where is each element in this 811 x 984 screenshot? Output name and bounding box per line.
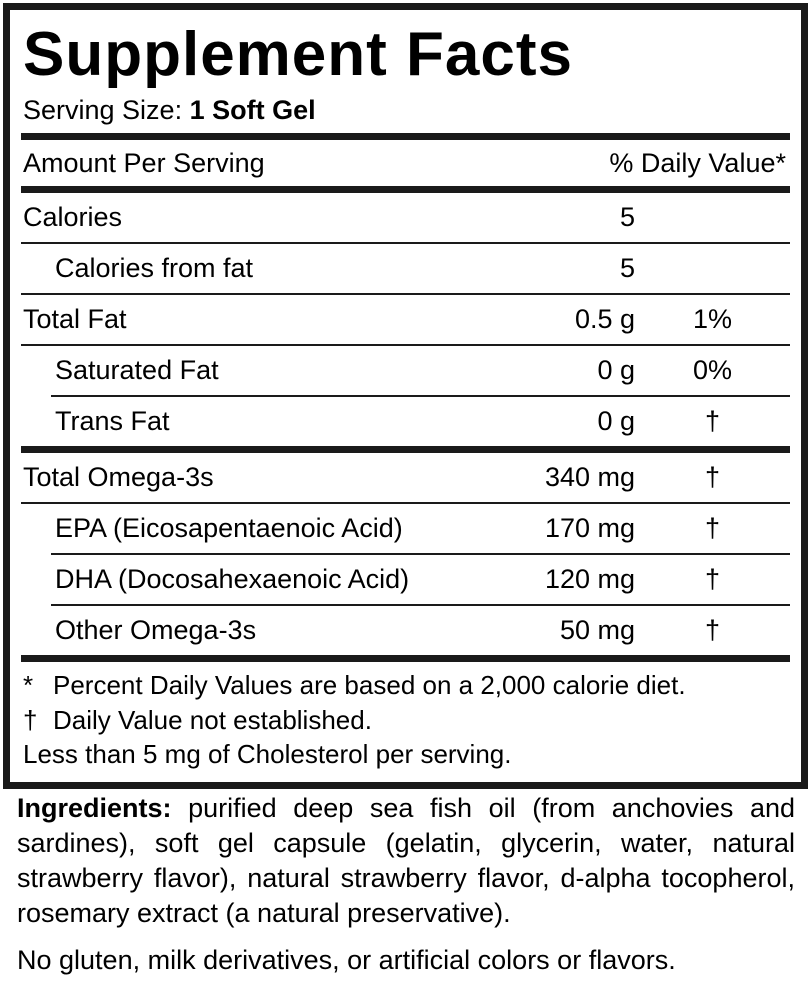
row-name: Saturated Fat	[55, 354, 219, 385]
row-name: DHA (Docosahexaenoic Acid)	[55, 563, 410, 594]
dagger-mark: †	[23, 704, 38, 735]
allergen-statement: No gluten, milk derivatives, or artifici…	[17, 945, 676, 976]
row-amount: 0 g	[597, 354, 635, 385]
table-row-epa: EPA (Eicosapentaenoic Acid) 170 mg †	[21, 504, 790, 553]
table-row-total-omega-3s: Total Omega-3s 340 mg †	[21, 453, 790, 502]
table-row-trans-fat: Trans Fat 0 g †	[21, 397, 790, 446]
row-name: Total Fat	[23, 303, 127, 334]
table-row-calories: Calories 5	[21, 193, 790, 242]
rule-under-serving-size	[21, 132, 790, 140]
row-daily-value: †	[704, 512, 721, 543]
rule-row-divider-indented	[51, 603, 790, 606]
row-name: Calories	[23, 201, 123, 232]
rule-under-headers	[21, 185, 790, 193]
row-daily-value: †	[704, 563, 721, 594]
table-row-dha: DHA (Docosahexaenoic Acid) 120 mg †	[21, 555, 790, 604]
rule-row-divider	[21, 241, 790, 244]
rule-row-divider-indented	[51, 552, 790, 555]
row-amount: 0 g	[597, 405, 635, 436]
footnote-daily-value-not-established: † Daily Value not established.	[23, 703, 790, 738]
amount-per-serving-header: Amount Per Serving	[23, 147, 265, 178]
rule-row-divider	[21, 343, 790, 346]
row-name: Total Omega-3s	[23, 461, 214, 492]
table-row-saturated-fat: Saturated Fat 0 g 0%	[21, 346, 790, 395]
row-name: EPA (Eicosapentaenoic Acid)	[55, 512, 403, 543]
row-amount: 5	[619, 201, 635, 232]
footnote-text: Percent Daily Values are based on a 2,00…	[53, 669, 686, 700]
ingredients-label: Ingredients:	[17, 793, 172, 823]
footnote-cholesterol: Less than 5 mg of Cholesterol per servin…	[23, 739, 512, 770]
row-amount: 340 mg	[544, 461, 635, 492]
ingredients-section: Ingredients: purified deep sea fish oil …	[17, 791, 795, 978]
row-name: Other Omega-3s	[55, 614, 257, 645]
row-amount: 170 mg	[544, 512, 635, 543]
table-row-other-omega-3s: Other Omega-3s 50 mg †	[21, 606, 790, 655]
row-daily-value: †	[704, 405, 721, 436]
supplement-facts-inner-frame: Supplement Facts Serving Size: 1 Soft Ge…	[8, 8, 803, 784]
row-amount: 0.5 g	[574, 303, 635, 334]
row-daily-value: 1%	[692, 303, 733, 334]
serving-size-value: 1 Soft Gel	[189, 95, 316, 125]
serving-size-label: Serving Size:	[23, 95, 183, 125]
panel-title: Supplement Facts	[23, 20, 573, 89]
table-row-total-fat: Total Fat 0.5 g 1%	[21, 295, 790, 344]
rule-row-divider	[21, 292, 790, 295]
row-daily-value: 0%	[692, 354, 733, 385]
table-row-calories-from-fat: Calories from fat 5	[21, 244, 790, 293]
row-daily-value: †	[704, 614, 721, 645]
footnote-percent-daily-value: * Percent Daily Values are based on a 2,…	[23, 668, 790, 703]
asterisk-mark: *	[23, 669, 34, 700]
row-amount: 50 mg	[559, 614, 635, 645]
rule-row-divider-indented	[51, 394, 790, 397]
rule-row-divider	[21, 501, 790, 504]
row-amount: 5	[619, 252, 635, 283]
row-daily-value: †	[704, 461, 721, 492]
ingredients-paragraph: Ingredients: purified deep sea fish oil …	[17, 791, 795, 931]
rule-before-omega-section	[21, 445, 790, 453]
footnote-text: Daily Value not established.	[53, 704, 372, 735]
table-column-headers: Amount Per Serving % Daily Value*	[21, 140, 790, 186]
daily-value-header: % Daily Value*	[609, 147, 786, 178]
supplement-facts-panel: Supplement Facts Serving Size: 1 Soft Ge…	[3, 3, 808, 789]
footnotes-section: * Percent Daily Values are based on a 2,…	[21, 662, 790, 782]
row-amount: 120 mg	[544, 563, 635, 594]
rule-before-footnotes	[21, 654, 790, 662]
row-name: Calories from fat	[55, 252, 254, 283]
row-name: Trans Fat	[55, 405, 170, 436]
ingredients-text: purified deep sea fish oil (from anchovi…	[17, 793, 795, 929]
serving-size-line: Serving Size: 1 Soft Gel	[21, 92, 790, 133]
